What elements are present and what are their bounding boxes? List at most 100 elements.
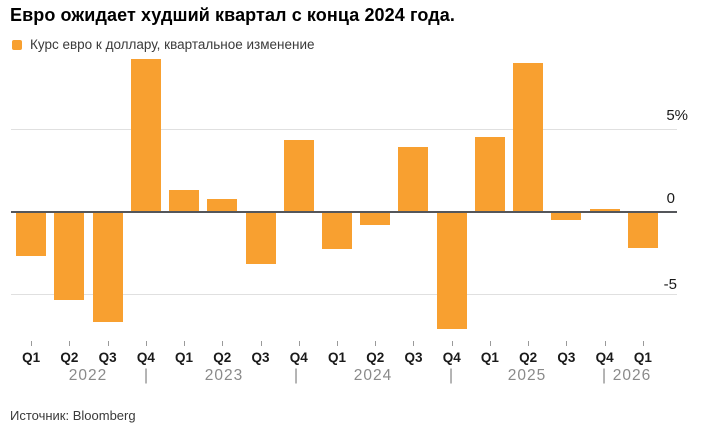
bar-q4-2023 <box>283 140 314 211</box>
year-label-2022: 2022 <box>68 367 108 384</box>
bar-q3-2025 <box>551 213 582 220</box>
quarter-label: Q1 <box>633 350 652 365</box>
bar-column <box>394 55 432 345</box>
bar-column <box>433 55 471 345</box>
tick-cell <box>88 341 126 346</box>
year-label-2023: 2023 <box>204 367 244 384</box>
quarter-label: Q4 <box>442 350 461 365</box>
bars-group <box>12 55 662 345</box>
quarter-label: Q3 <box>404 350 423 365</box>
bar-column <box>471 55 509 345</box>
bar-column <box>547 55 585 345</box>
source-label: Источник: Bloomberg <box>10 408 136 423</box>
bar-q1-2022 <box>16 213 47 256</box>
tick-mark <box>489 341 491 346</box>
y-tick-label-5pct: 5% <box>666 107 688 124</box>
tick-mark <box>107 341 109 346</box>
bar-q1-2025 <box>474 136 505 211</box>
tick-cell <box>12 341 50 346</box>
tick-mark <box>69 341 71 346</box>
year-separator: | <box>448 367 454 384</box>
year-separator: | <box>143 367 149 384</box>
quarter-label: Q2 <box>519 350 538 365</box>
x-axis-labels: Q1 Q2 Q3 Q4 Q1 Q2 Q3 Q4 Q1 Q2 Q3 Q4 Q1 Q2 Q3 Q4 Q1 <box>12 350 662 365</box>
y-tick-label-0: 0 <box>666 190 675 207</box>
bar-q4-2025 <box>589 209 620 211</box>
tick-mark <box>145 341 147 346</box>
tick-cell <box>356 341 394 346</box>
plot-area: 5% 0 -5 <box>0 55 702 345</box>
bar-q1-2024 <box>321 213 352 250</box>
quarter-label: Q4 <box>289 350 308 365</box>
bar-q2-2022 <box>54 213 85 301</box>
tick-cell <box>50 341 88 346</box>
bar-column <box>50 55 88 345</box>
bar-q1-2026 <box>627 213 658 248</box>
bar-q3-2022 <box>92 213 123 322</box>
quarter-label: Q3 <box>98 350 117 365</box>
quarter-label: Q2 <box>366 350 385 365</box>
tick-mark <box>260 341 262 346</box>
tick-mark <box>451 341 453 346</box>
quarter-label: Q1 <box>175 350 194 365</box>
tick-mark <box>413 341 415 346</box>
quarter-label: Q4 <box>595 350 614 365</box>
tick-cell <box>127 341 165 346</box>
tick-mark <box>31 341 33 346</box>
tick-mark <box>298 341 300 346</box>
bar-column <box>241 55 279 345</box>
tick-mark <box>375 341 377 346</box>
tick-mark <box>528 341 530 346</box>
bar-column <box>280 55 318 345</box>
bar-column <box>356 55 394 345</box>
gridline-minus5 <box>11 294 677 295</box>
year-label-2026: 2026 <box>612 367 652 384</box>
tick-cell <box>471 341 509 346</box>
bar-column <box>127 55 165 345</box>
bar-q4-2022 <box>130 59 161 211</box>
bar-column <box>509 55 547 345</box>
bar-column <box>12 55 50 345</box>
tick-cell <box>509 341 547 346</box>
bar-q2-2025 <box>513 62 544 211</box>
tick-cell <box>547 341 585 346</box>
legend-swatch-icon <box>12 39 22 50</box>
bar-column <box>203 55 241 345</box>
quarter-label: Q2 <box>60 350 79 365</box>
tick-mark <box>604 341 606 346</box>
legend: Курс евро к доллару, квартальное изменен… <box>12 37 315 52</box>
year-label-2025: 2025 <box>507 367 547 384</box>
tick-cell <box>624 341 662 346</box>
chart-title: Евро ожидает худший квартал с конца 2024… <box>10 5 455 25</box>
year-axis: 2022 2023 2024 2025 2026 | | | | <box>0 367 702 385</box>
x-axis-ticks <box>12 341 662 346</box>
tick-cell <box>433 341 471 346</box>
quarter-label: Q1 <box>480 350 499 365</box>
quarter-label: Q1 <box>327 350 346 365</box>
tick-mark <box>566 341 568 346</box>
bar-column <box>318 55 356 345</box>
tick-cell <box>165 341 203 346</box>
legend-label: Курс евро к доллару, квартальное изменен… <box>30 37 315 52</box>
gridline-plus5 <box>11 129 677 130</box>
tick-mark <box>642 341 644 346</box>
quarter-label: Q1 <box>22 350 41 365</box>
bar-q4-2024 <box>436 213 467 329</box>
tick-mark <box>184 341 186 346</box>
bar-q3-2023 <box>245 213 276 265</box>
y-tick-label-neg5: -5 <box>663 276 677 293</box>
tick-cell <box>280 341 318 346</box>
zero-baseline <box>11 211 677 213</box>
bar-q3-2024 <box>398 146 429 211</box>
bar-q2-2024 <box>360 213 391 225</box>
quarter-label: Q3 <box>251 350 270 365</box>
bar-column <box>88 55 126 345</box>
quarter-label: Q3 <box>557 350 576 365</box>
tick-mark <box>222 341 224 346</box>
tick-cell <box>394 341 432 346</box>
bar-column <box>624 55 662 345</box>
bar-column <box>165 55 203 345</box>
year-label-2024: 2024 <box>353 367 393 384</box>
tick-mark <box>336 341 338 346</box>
